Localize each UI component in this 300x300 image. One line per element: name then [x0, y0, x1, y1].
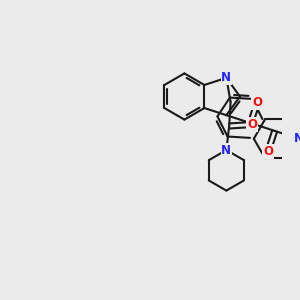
Text: N: N [221, 71, 231, 84]
Text: N: N [294, 132, 300, 145]
Text: O: O [263, 145, 273, 158]
Text: N: N [221, 143, 231, 157]
Text: O: O [252, 96, 262, 109]
Text: O: O [247, 118, 257, 131]
